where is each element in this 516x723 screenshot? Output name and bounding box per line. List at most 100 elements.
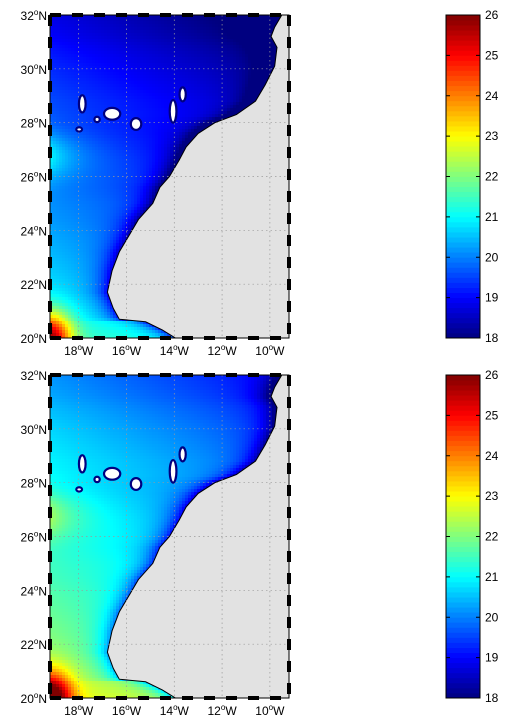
frame-tick [287,191,291,202]
frame-tick [50,336,61,340]
colorbar-swatch [446,551,480,558]
island-gran-canaria [129,116,143,132]
colorbar-swatch [446,252,480,258]
colorbar-swatch [446,166,480,172]
colorbar-swatch [446,131,480,137]
x-tick-labels-bottom: 18oW 16oW 14oW 12oW 10oW [64,703,285,718]
frame-tick [116,13,127,17]
island-la-palma [77,454,87,474]
colorbar-swatch [446,277,480,283]
frame-tick [138,13,149,17]
frame-tick [48,103,52,114]
y-tick-label: 32oN [21,368,47,383]
colorbar-swatch [446,25,480,31]
frame-tick [287,375,291,386]
colorbar-tick-label: 21 [485,210,499,224]
frame-tick [204,373,215,377]
canary-islands-top [75,86,187,133]
island-la-gomera [93,115,101,124]
colorbar-swatch [446,395,480,401]
frame-tick [204,13,215,17]
colorbar-tick-label: 26 [485,8,499,22]
frame-tick [116,336,127,340]
colorbar-swatch [446,581,480,588]
frame-tick [48,323,52,334]
frame-tick [94,373,105,377]
colorbar-swatch [446,460,480,467]
frame-tick [204,696,215,700]
colorbar-swatch [446,126,480,132]
frame-tick [287,507,291,518]
frame-tick [287,573,291,584]
island-la-palma [77,94,87,114]
colorbar-swatch [446,501,480,507]
colorbar-swatch [446,110,480,117]
y-tick-label: 30oN [21,422,47,437]
colorbar-tick-label: 23 [485,129,499,143]
x-tick-labels-top: 18oW 16oW 14oW 12oW 10oW [64,343,285,358]
frame-tick [48,81,52,92]
frame-tick [48,683,52,694]
frame-tick [287,485,291,496]
colorbar-swatch [446,612,480,618]
colorbar-swatch [446,221,480,228]
colorbar-tick-label: 18 [485,331,499,345]
colorbar-swatch [446,531,480,537]
frame-tick [48,169,52,180]
frame-tick [50,373,61,377]
frame-tick [116,696,127,700]
island-el-hierro [75,126,84,133]
colorbar-swatch [446,156,480,162]
colorbar-swatch [446,95,480,102]
colorbar-swatch [446,70,480,76]
colorbar-tick-label: 20 [485,610,499,624]
frame-tick [287,15,291,26]
frame-tick [248,373,259,377]
frame-tick [248,13,259,17]
colorbar-tick-label: 18 [485,691,499,705]
african-coastline [106,15,289,338]
island-fuerteventura [168,458,178,484]
frame-tick [94,336,105,340]
colorbar-swatch [446,435,480,442]
y-tick-label: 28oN [21,476,47,491]
frame-tick [226,336,237,340]
colorbar-tick-label: 25 [485,48,499,62]
colorbar-tick-label: 23 [485,489,499,503]
frame-tick [48,463,52,474]
colorbar-swatch [446,642,480,648]
colorbar-swatch [446,161,480,167]
colorbar-swatch [446,317,480,324]
frame-tick [287,213,291,224]
colorbar-swatch [446,652,480,659]
colorbar-swatch [446,536,480,542]
frame-tick [116,373,127,377]
colorbar-swatch [446,226,480,233]
frame-tick [287,147,291,158]
colorbar-swatch [446,302,480,309]
frame-tick [287,37,291,48]
colorbar-swatch [446,105,480,112]
colorbar-swatch [446,327,480,334]
colorbar-swatch [446,400,480,406]
colorbar-swatch [446,390,480,396]
colorbar-swatch [446,136,480,142]
colorbar-swatch [446,216,480,223]
frame-tick [160,13,171,17]
colorbar-swatch [446,496,480,502]
colorbar-swatch [446,257,480,263]
x-tick-label: 10oW [255,703,285,718]
y-tick-label: 22oN [21,277,47,292]
y-tick-label: 30oN [21,62,47,77]
colorbar-tick-label: 19 [485,651,499,665]
colorbar-swatch [446,506,480,512]
x-tick-label: 16oW [112,343,142,358]
frame-tick [287,441,291,452]
colorbar-tick-label: 25 [485,408,499,422]
frame-tick [287,595,291,606]
frame-tick [160,373,171,377]
frame-tick [226,373,237,377]
frame-tick [287,301,291,312]
colorbar-swatch [446,597,480,603]
colorbar-swatch [446,20,480,26]
